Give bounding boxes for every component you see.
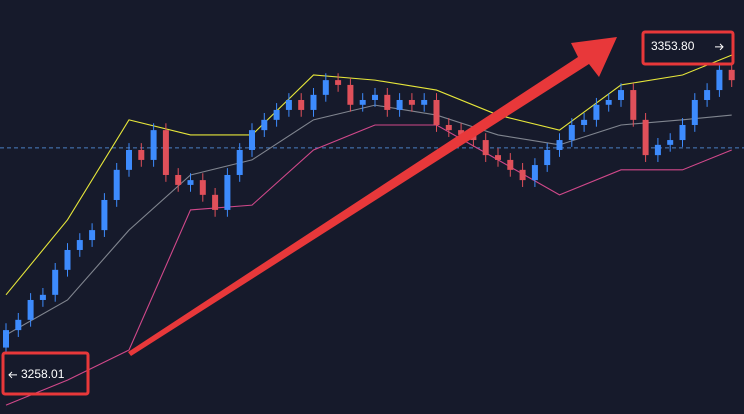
candle-body	[630, 90, 637, 120]
candle-body	[3, 330, 9, 348]
candle-body	[113, 169, 120, 200]
candle-body	[212, 194, 219, 210]
candle-body	[64, 249, 71, 270]
candle-body	[507, 159, 514, 170]
candle-body	[150, 130, 157, 160]
candle-body	[433, 99, 440, 125]
candle-body	[495, 155, 501, 160]
candle-body	[138, 149, 145, 160]
price-label: 3258.01	[21, 367, 65, 381]
candle-body	[384, 94, 391, 110]
candle-body	[716, 69, 723, 91]
candle-body	[372, 94, 378, 100]
highlight-box	[1, 351, 90, 396]
candle-body	[396, 99, 403, 110]
candle-body	[261, 119, 268, 131]
candle-body	[273, 109, 280, 120]
candle-body	[605, 99, 612, 105]
candle-body	[285, 99, 292, 110]
candle-body	[27, 299, 34, 320]
candle-body	[187, 180, 194, 185]
plot-area	[0, 54, 744, 406]
candle-body	[199, 180, 206, 195]
candle-body	[347, 84, 354, 105]
candle-body	[667, 140, 674, 145]
candle-body	[728, 69, 735, 81]
candle-body	[654, 144, 661, 156]
candle-body	[458, 130, 465, 135]
highlight-box	[641, 30, 735, 66]
candle-body	[249, 130, 255, 150]
candle-body	[704, 90, 711, 100]
candle-body	[408, 99, 415, 105]
candle-body	[162, 130, 169, 175]
candle-body	[298, 99, 305, 110]
candle-body	[679, 124, 686, 141]
candle-body	[39, 294, 46, 300]
candle-body	[421, 99, 428, 105]
band-line	[5, 124, 732, 406]
candle-body	[593, 104, 600, 120]
candle-body	[519, 169, 526, 181]
candle-body	[175, 174, 182, 185]
label-arrow	[8, 371, 17, 379]
candle-body	[322, 80, 329, 95]
label-arrow	[715, 43, 724, 51]
candle-body	[556, 140, 563, 150]
candle-body	[531, 165, 538, 181]
candle-body	[76, 240, 83, 250]
candle-body	[544, 149, 551, 166]
candle-body	[618, 90, 624, 100]
candle-body	[52, 269, 59, 295]
candle-body	[359, 99, 366, 105]
candle-body	[101, 199, 108, 231]
candle-body	[691, 99, 698, 125]
candle-body	[236, 149, 243, 175]
candle-body	[642, 119, 649, 156]
candle-body	[335, 80, 342, 85]
candle-body	[445, 124, 452, 131]
price-label: 3353.80	[651, 39, 695, 53]
candle-body	[482, 140, 489, 156]
price-labels: 3258.01 3353.80	[8, 39, 724, 381]
candle-body	[15, 319, 22, 331]
candle-body	[310, 94, 317, 110]
candle-body	[89, 230, 96, 241]
trend-arrow	[128, 37, 617, 356]
candle-body	[581, 119, 588, 125]
candle-body	[568, 124, 575, 141]
candle-body	[126, 149, 132, 170]
candle-body	[224, 174, 231, 210]
